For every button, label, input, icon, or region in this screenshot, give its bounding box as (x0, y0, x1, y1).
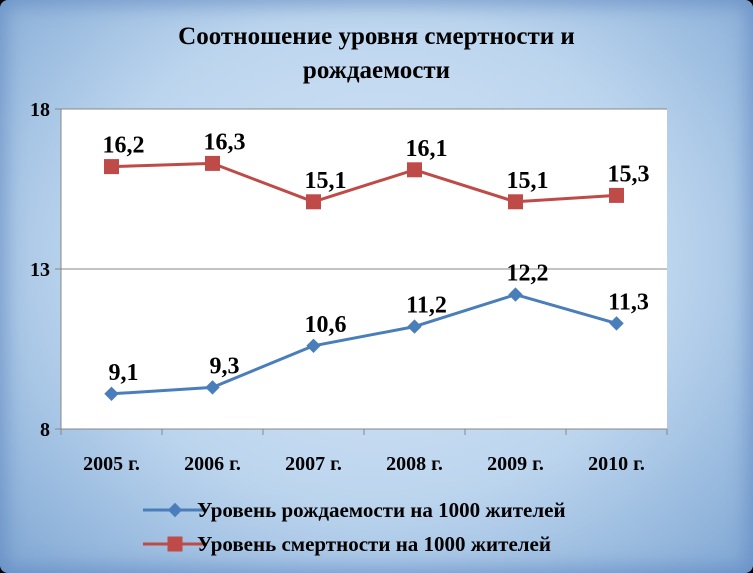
series-line-1 (111, 293, 617, 396)
legend-marker-1 (167, 502, 183, 518)
series-1-point (306, 338, 321, 354)
chart-title-line-1: Соотношение уровня смертности и (178, 23, 575, 50)
series-line-2 (111, 161, 617, 204)
data-label: 15,1 (507, 168, 549, 194)
data-label: 11,3 (608, 289, 649, 315)
y-tick-label: 18 (30, 99, 50, 121)
legend-marker-2 (167, 536, 183, 552)
series-1-point (205, 380, 220, 395)
series-2-point (508, 194, 523, 210)
x-tick-label: 2010 г. (588, 453, 645, 475)
data-label: 16,3 (204, 129, 246, 155)
series-2-point (306, 194, 321, 210)
data-label: 16,1 (406, 136, 448, 162)
legend-label-1: Уровень рождаемости на 1000 жителей (197, 498, 566, 522)
chart-title: Соотношение уровня смертности и рождаемо… (60, 20, 693, 88)
x-tick-label: 2008 г. (386, 453, 443, 475)
x-tick-label: 2005 г. (83, 453, 140, 475)
data-label: 12,2 (507, 261, 549, 287)
series-group (104, 155, 624, 402)
data-labels: 9,1 9,3 10,6 11,2 12,2 11,3 16,2 16,3 15,1 16,1 15… (103, 129, 650, 385)
series-1-point (104, 386, 119, 402)
y-tick-label: 8 (40, 419, 50, 441)
legend: Уровень рождаемости на 1000 жителей Урове… (143, 498, 566, 556)
y-tick-labels: 8 13 18 (30, 99, 50, 441)
legend-label-2: Уровень смертности на 1000 жителей (197, 532, 551, 556)
gridlines (61, 108, 667, 270)
x-tick-label: 2006 г. (184, 453, 241, 475)
x-tick-labels: 2005 г. 2006 г. 2007 г. 2008 г. 2009 г. 2010 … (83, 453, 645, 475)
series-2-point (609, 187, 624, 203)
chart-title-line-2: рождаемости (302, 57, 451, 84)
series-2-point (205, 155, 220, 171)
series-2-point (407, 162, 422, 178)
series-1-point (609, 316, 624, 331)
series-2-point (104, 159, 119, 175)
data-label: 10,6 (305, 312, 347, 338)
data-label: 9,3 (210, 353, 240, 379)
data-label: 15,1 (305, 168, 347, 194)
data-label: 16,2 (103, 133, 145, 159)
data-label: 11,2 (406, 293, 447, 319)
data-label: 15,3 (608, 161, 650, 187)
data-label: 9,1 (109, 360, 139, 386)
y-tick-label: 13 (30, 259, 50, 281)
series-1-point (407, 319, 422, 334)
axes (55, 108, 668, 435)
x-tick-label: 2007 г. (285, 453, 342, 475)
x-tick-label: 2009 г. (487, 453, 544, 475)
series-1-point (508, 287, 523, 302)
